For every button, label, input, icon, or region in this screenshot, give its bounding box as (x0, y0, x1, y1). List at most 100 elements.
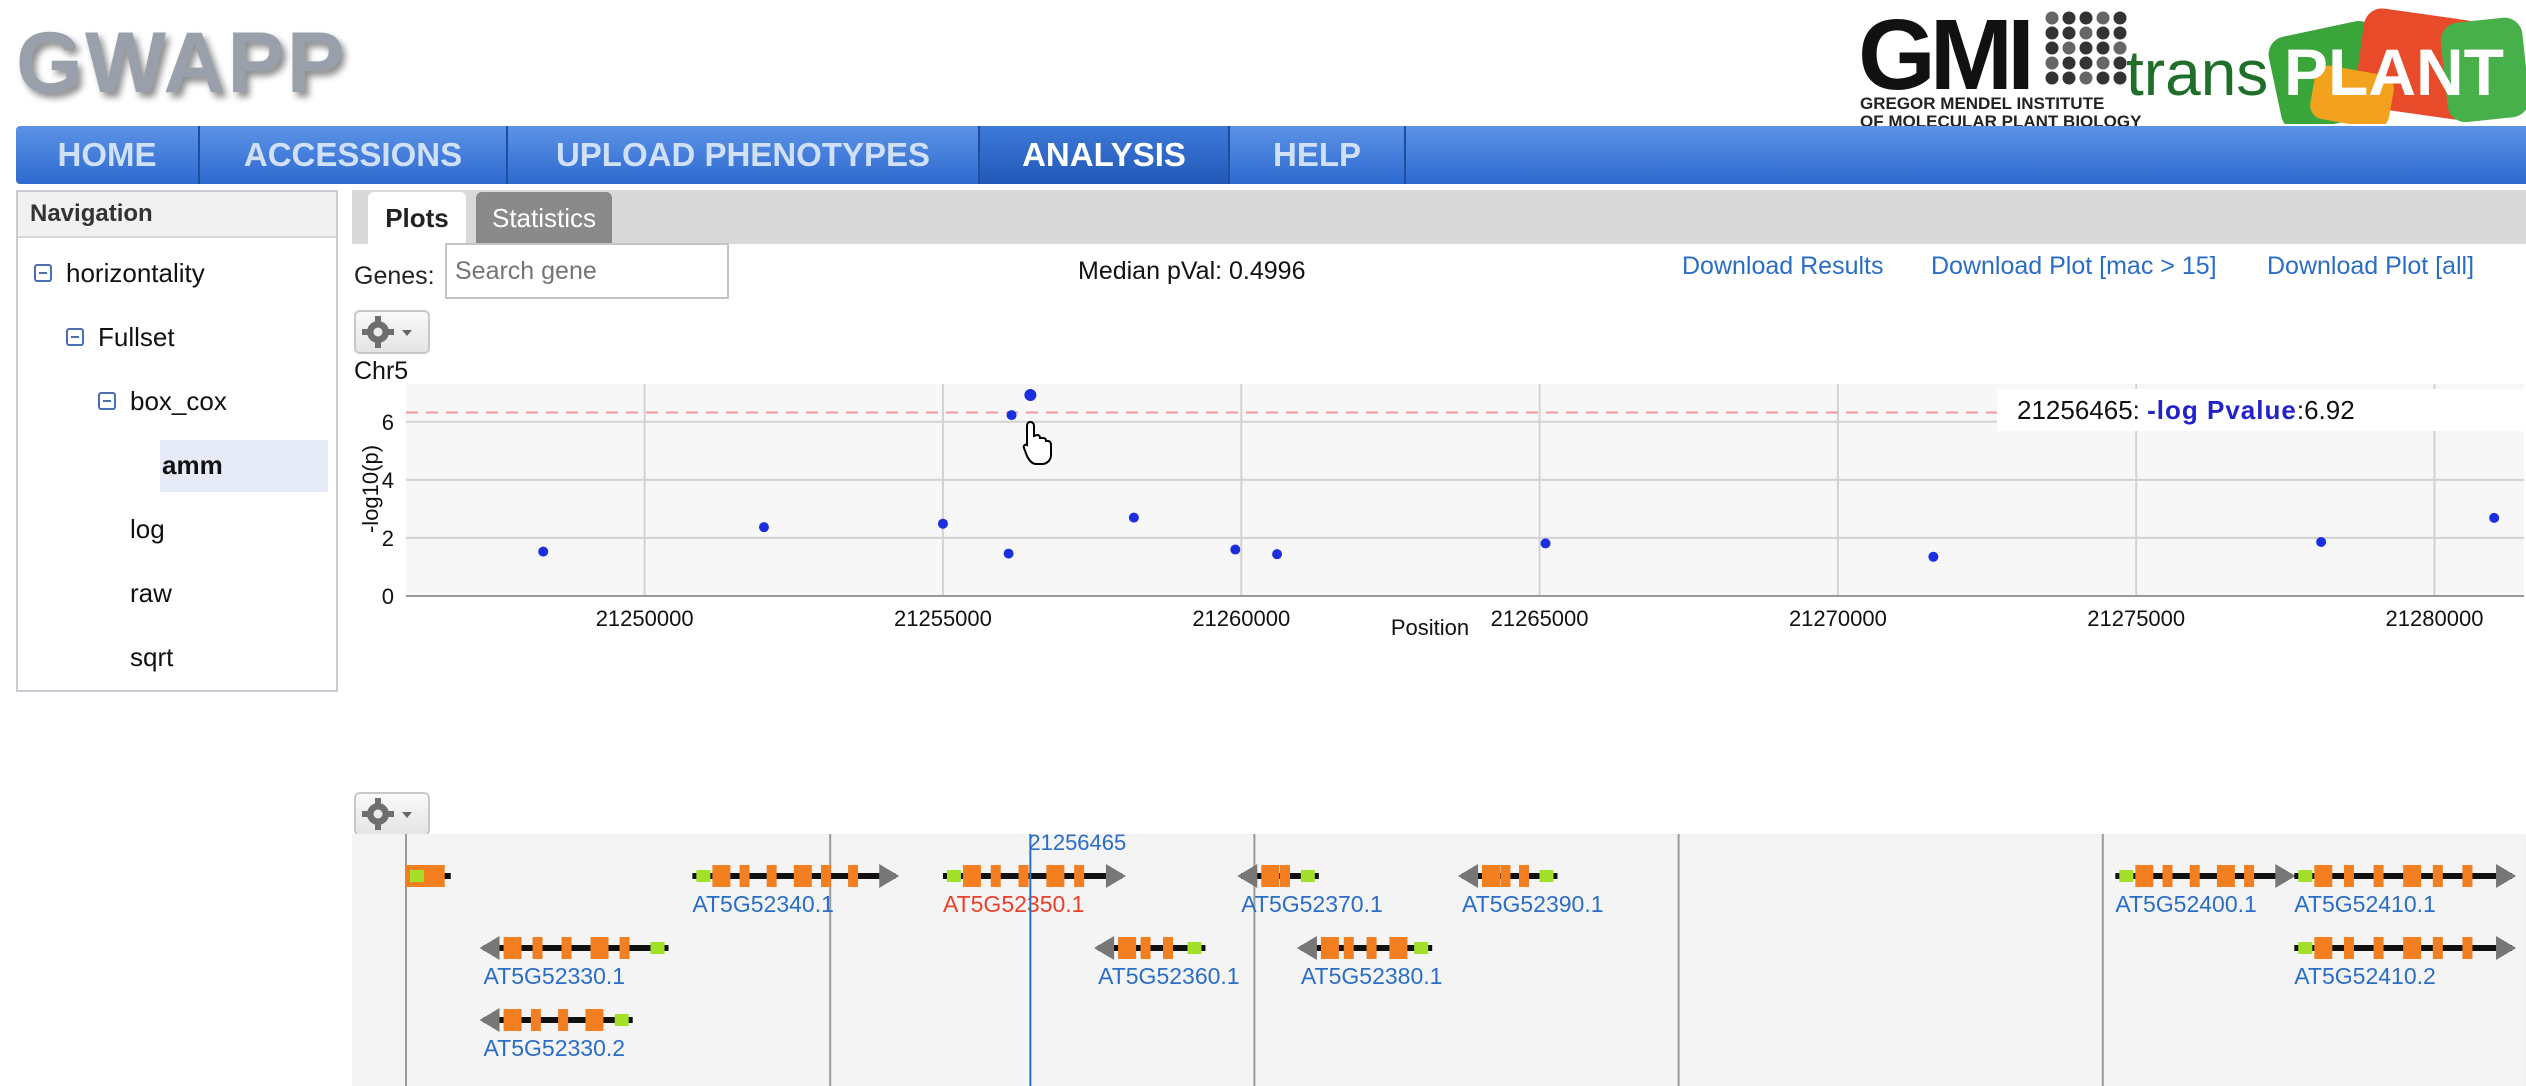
gene-models[interactable]: AT5G52340.1 AT5G52350.1 AT5G52370.1 AT5G523… (406, 864, 2517, 1061)
tree-item-raw[interactable]: raw (130, 578, 172, 608)
data-point[interactable] (1006, 410, 1017, 421)
tree-item-fullset[interactable]: Fullset (98, 322, 175, 352)
gene-utr (1300, 870, 1315, 882)
gene-track-bg (352, 834, 2526, 1086)
collapse-icon[interactable] (66, 328, 84, 346)
transplant-leaves-icon (2268, 8, 2526, 124)
gene-exon (619, 937, 630, 959)
gene-exon (561, 937, 572, 959)
gmi-dot (2045, 56, 2059, 70)
nav-upload-phenotypes[interactable]: UPLOAD PHENOTYPES (508, 126, 980, 184)
gene-model[interactable]: AT5G52340.1 (692, 864, 900, 917)
gene-model[interactable] (406, 865, 451, 887)
gene-exon (2189, 865, 2200, 887)
tab-statistics[interactable]: Statistics (476, 192, 612, 244)
gene-label[interactable]: AT5G52390.1 (1462, 891, 1604, 917)
strand-arrow-icon (879, 864, 900, 888)
gmi-dot (2096, 56, 2110, 70)
gene-utr (2298, 942, 2313, 954)
tree-item-sqrt[interactable]: sqrt (130, 642, 174, 672)
gene-utr (1414, 942, 1429, 954)
gene-label[interactable]: AT5G52330.2 (484, 1035, 626, 1061)
gene-utr (614, 1014, 629, 1026)
gene-exon (2432, 865, 2443, 887)
gene-exon (1046, 865, 1065, 887)
collapse-icon[interactable] (98, 392, 116, 410)
data-point[interactable] (538, 546, 549, 557)
gene-model[interactable]: AT5G52390.1 (1458, 864, 1604, 917)
gene-exon (1074, 865, 1085, 887)
data-point[interactable] (2316, 536, 2327, 547)
gene-model[interactable]: AT5G52380.1 (1296, 936, 1443, 989)
data-point[interactable] (1128, 512, 1139, 523)
gene-track[interactable]: AT5G52340.1 AT5G52350.1 AT5G52370.1 AT5G523… (352, 834, 2526, 1086)
gene-model[interactable]: AT5G52350.1 (942, 864, 1126, 917)
tree-item-log[interactable]: log (130, 514, 165, 544)
gene-exon (2432, 937, 2443, 959)
gene-label[interactable]: AT5G52350.1 (943, 891, 1085, 917)
gene-label[interactable]: AT5G52370.1 (1241, 891, 1383, 917)
gene-model[interactable]: AT5G52330.1 (479, 936, 669, 989)
gene-utr (650, 942, 665, 954)
gene-exon (712, 865, 731, 887)
gene-search-input[interactable] (445, 243, 729, 299)
gene-model[interactable]: AT5G52360.1 (1094, 936, 1240, 989)
tree-item-box-cox[interactable]: box_cox (130, 386, 227, 416)
gene-label[interactable]: AT5G52330.1 (484, 963, 626, 989)
download-plot-mac-link[interactable]: Download Plot [mac > 15] (1931, 252, 2217, 280)
gene-exon (1343, 937, 1354, 959)
transplant-prefix: trans (2126, 37, 2269, 109)
gmi-dot (2113, 11, 2127, 25)
download-results-link[interactable]: Download Results (1682, 252, 1884, 280)
collapse-icon[interactable] (34, 264, 52, 282)
gene-model[interactable]: AT5G52410.2 (2294, 936, 2517, 989)
data-point[interactable] (1024, 389, 1037, 402)
gene-model[interactable]: AT5G52400.1 (2115, 864, 2296, 917)
gmi-dot (2096, 11, 2110, 25)
gene-exon (2244, 865, 2255, 887)
data-point[interactable] (937, 518, 948, 529)
nav-analysis[interactable]: ANALYSIS (980, 126, 1230, 184)
strand-arrow-icon (1296, 936, 1317, 960)
gene-track-settings-button[interactable] (354, 792, 430, 836)
gmi-dot (2079, 56, 2093, 70)
gene-exon (1320, 937, 1339, 959)
data-points[interactable] (538, 389, 2500, 562)
download-plot-all-link[interactable]: Download Plot [all] (2267, 252, 2475, 280)
x-axis-title: Position (1391, 615, 1469, 640)
data-point[interactable] (1540, 538, 1551, 549)
data-point[interactable] (1272, 549, 1283, 560)
gene-label[interactable]: AT5G52380.1 (1301, 963, 1443, 989)
gene-model[interactable]: AT5G52330.2 (479, 1008, 633, 1061)
tab-bar: Plots Statistics (352, 190, 2526, 244)
tree-item-amm[interactable]: amm (162, 450, 223, 480)
plot-settings-button[interactable] (354, 310, 430, 354)
nav-home[interactable]: HOME (16, 126, 200, 184)
gene-model[interactable]: AT5G52370.1 (1237, 864, 1383, 917)
gene-exon (1280, 865, 1291, 887)
strand-arrow-icon (479, 1008, 500, 1032)
gmi-dot (2096, 26, 2110, 40)
x-tick-label: 21265000 (1491, 606, 1589, 631)
gene-utr (410, 870, 424, 882)
gene-label[interactable]: AT5G52410.1 (2294, 891, 2436, 917)
data-point[interactable] (1003, 548, 1014, 559)
gene-label[interactable]: AT5G52360.1 (1098, 963, 1240, 989)
gene-label[interactable]: AT5G52340.1 (692, 891, 834, 917)
gene-model[interactable]: AT5G52410.1 (2294, 864, 2517, 917)
data-point[interactable] (758, 522, 769, 533)
strand-arrow-icon (2275, 864, 2296, 888)
gene-exon (793, 865, 812, 887)
tab-plots[interactable]: Plots (368, 192, 466, 244)
tree-item-horizontality[interactable]: horizontality (66, 258, 205, 288)
gene-label[interactable]: AT5G52400.1 (2115, 891, 2257, 917)
nav-accessions[interactable]: ACCESSIONS (200, 126, 508, 184)
data-point[interactable] (2489, 512, 2500, 523)
data-point[interactable] (1230, 544, 1241, 555)
gmi-dot (2079, 11, 2093, 25)
gene-exon (2343, 865, 2354, 887)
x-tick-label: 21250000 (596, 606, 694, 631)
data-point[interactable] (1928, 551, 1939, 562)
nav-help[interactable]: HELP (1230, 126, 1406, 184)
gene-label[interactable]: AT5G52410.2 (2294, 963, 2436, 989)
